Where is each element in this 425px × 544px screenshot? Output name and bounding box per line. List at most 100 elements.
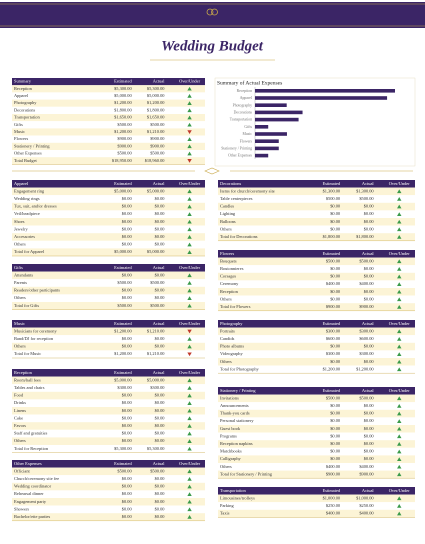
over-under-icon: [187, 329, 192, 334]
row-label: Parking: [220, 503, 234, 508]
table-row: [12, 498, 205, 506]
column-header: Photography: [220, 321, 243, 326]
table-header: [218, 180, 415, 188]
row-label: Others: [220, 359, 232, 364]
actual-cell: $0.00: [155, 336, 166, 341]
actual-cell: $0.00: [155, 400, 166, 405]
column-header: Actual: [362, 388, 374, 393]
estimated-cell: $0.00: [330, 359, 341, 364]
estimated-cell: $1,200.00: [114, 129, 132, 135]
estimated-cell: $0.00: [122, 344, 133, 349]
table-row: [12, 350, 205, 358]
estimated-cell: $0.00: [122, 400, 133, 405]
over-under-icon: [397, 227, 402, 232]
actual-cell: $0.00: [155, 288, 166, 293]
over-under-icon: [187, 439, 192, 443]
actual-cell: $0.00: [364, 226, 375, 231]
table-row: [12, 376, 205, 385]
over-under-icon: [187, 94, 192, 98]
table-row: [218, 470, 415, 479]
over-under-icon: [187, 352, 192, 357]
table-row: [12, 391, 205, 400]
over-under-icon: [187, 507, 192, 512]
estimated-cell: $0.00: [122, 415, 133, 420]
actual-cell: $0.00: [155, 476, 166, 481]
row-label: Engagement party: [14, 499, 47, 504]
over-under-icon: [187, 393, 192, 398]
estimated-cell: $0.00: [122, 336, 133, 341]
actual-cell: $0.00: [364, 426, 375, 431]
estimated-cell: $0.00: [122, 491, 133, 496]
column-header: Over/Under: [179, 461, 201, 466]
actual-cell: $0.00: [155, 423, 166, 428]
table-row: [12, 195, 205, 203]
over-under-icon: [187, 424, 192, 428]
over-under-icon: [397, 282, 402, 286]
column-header: Actual: [362, 251, 374, 256]
over-under-icon: [397, 329, 402, 334]
chart-category-label: Reception: [237, 89, 252, 93]
row-label: Reception: [220, 289, 239, 294]
row-label: Showers: [14, 506, 29, 511]
table-row: [218, 417, 415, 425]
table-row: [218, 455, 415, 463]
over-under-icon: [397, 259, 402, 264]
estimated-cell: $0.00: [122, 514, 133, 519]
row-label: Wedding rings: [14, 196, 40, 201]
row-label: Portraits: [220, 328, 235, 333]
row-label: Shoes: [14, 219, 25, 224]
row-label: Total for Photography: [220, 366, 260, 371]
table-row: [12, 475, 205, 483]
column-header: Other Expenses: [14, 461, 42, 466]
column-header: Actual: [153, 181, 165, 186]
actual-cell: $0.00: [364, 289, 375, 294]
row-label: Total for Reception: [14, 446, 49, 451]
estimated-cell: $0.00: [330, 204, 341, 209]
table-row: [12, 505, 205, 514]
row-label: Gifts: [14, 122, 23, 127]
actual-cell: $1,200.00: [356, 366, 374, 372]
actual-cell: $1,000.00: [356, 495, 374, 501]
over-under-icon: [397, 235, 402, 239]
column-header: Over/Under: [389, 181, 411, 186]
actual-cell: $0.00: [155, 499, 166, 504]
row-label: Attendants: [14, 272, 33, 277]
over-under-icon: [397, 189, 402, 194]
estimated-cell: $0.00: [122, 211, 133, 216]
estimated-cell: $500.00: [117, 468, 132, 473]
table-row: [218, 409, 415, 418]
column-header: Actual: [153, 370, 165, 375]
column-header: Estimated: [323, 488, 341, 493]
column-header: Gifts: [14, 265, 23, 270]
table-row: [12, 286, 205, 295]
table-row: [218, 272, 415, 281]
row-label: Room/hall fees: [14, 377, 41, 382]
row-label: Church/ceremony site fee: [14, 476, 59, 481]
estimated-cell: $1,000.00: [323, 495, 341, 501]
column-header: Actual: [153, 265, 165, 270]
table-row: [218, 225, 415, 234]
row-label: Others: [14, 295, 26, 300]
over-under-icon: [187, 130, 192, 134]
over-under-icon: [187, 386, 192, 390]
table-row: [12, 422, 205, 430]
row-label: Jewelry: [14, 226, 28, 231]
row-label: Readers/other participants: [14, 288, 60, 293]
estimated-cell: $900.00: [117, 143, 132, 148]
table-row: [12, 342, 205, 351]
actual-cell: $1,300.00: [356, 188, 374, 194]
row-label: Others: [14, 438, 26, 443]
column-header: Transportation: [220, 488, 246, 493]
over-under-icon: [397, 204, 402, 209]
over-under-icon: [187, 204, 192, 209]
estimated-cell: $0.00: [330, 211, 341, 216]
estimated-cell: $0.00: [122, 288, 133, 293]
column-header: Estimated: [323, 388, 341, 393]
actual-cell: $0.00: [155, 344, 166, 349]
row-label: Total for Flowers: [220, 304, 251, 309]
row-label: Stationery / Printing: [14, 143, 50, 148]
actual-cell: $0.00: [364, 344, 375, 349]
column-header: Actual: [153, 461, 165, 466]
estimated-cell: $0.00: [330, 219, 341, 224]
column-header: Actual: [362, 488, 374, 493]
